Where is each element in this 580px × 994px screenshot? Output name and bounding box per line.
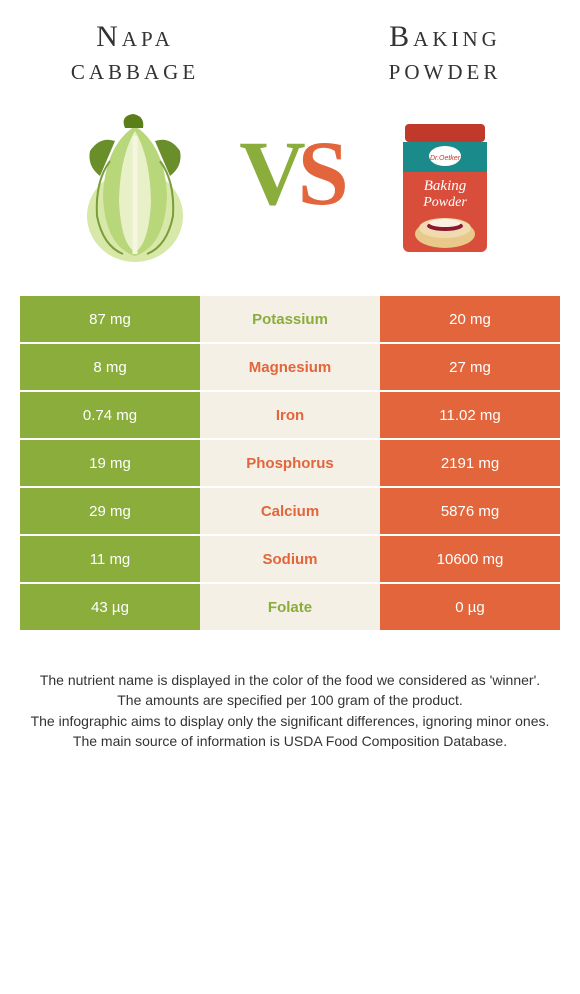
- nutrient-row: 11 mgSodium10600 mg: [20, 536, 560, 582]
- vs-s: S: [298, 122, 341, 224]
- vs-v: V: [239, 122, 297, 224]
- svg-text:Baking: Baking: [424, 178, 467, 194]
- nutrient-name: Magnesium: [200, 344, 380, 390]
- nutrient-row: 8 mgMagnesium27 mg: [20, 344, 560, 390]
- right-food-image: Dr.Oetker Baking Powder: [340, 96, 550, 276]
- right-food-column: Baking powder Dr.Oetker Baking Powder: [340, 20, 550, 276]
- nutrient-name: Sodium: [200, 536, 380, 582]
- vs-label: VS: [240, 120, 340, 226]
- left-food-image: [30, 96, 240, 276]
- left-title-line2: cabbage: [71, 53, 199, 86]
- nutrient-right-value: 0 µg: [380, 584, 560, 630]
- nutrient-left-value: 19 mg: [20, 440, 200, 486]
- left-title-line1: Napa: [96, 20, 174, 53]
- right-title-line1: Baking: [389, 20, 501, 53]
- svg-text:Powder: Powder: [422, 195, 467, 210]
- nutrient-row: 87 mgPotassium20 mg: [20, 296, 560, 342]
- nutrient-left-value: 43 µg: [20, 584, 200, 630]
- left-food-title: Napa cabbage: [30, 20, 240, 86]
- nutrient-right-value: 27 mg: [380, 344, 560, 390]
- cabbage-icon: [65, 106, 205, 266]
- nutrient-row: 43 µgFolate0 µg: [20, 584, 560, 630]
- nutrient-left-value: 8 mg: [20, 344, 200, 390]
- header: Napa cabbage VS Baking powder: [0, 0, 580, 276]
- right-food-title: Baking powder: [340, 20, 550, 86]
- nutrient-left-value: 11 mg: [20, 536, 200, 582]
- nutrient-name: Phosphorus: [200, 440, 380, 486]
- right-title-line2: powder: [389, 53, 502, 86]
- baking-powder-icon: Dr.Oetker Baking Powder: [385, 106, 505, 266]
- nutrient-left-value: 87 mg: [20, 296, 200, 342]
- nutrient-name: Iron: [200, 392, 380, 438]
- nutrient-table: 87 mgPotassium20 mg8 mgMagnesium27 mg0.7…: [20, 296, 560, 630]
- nutrient-row: 0.74 mgIron11.02 mg: [20, 392, 560, 438]
- left-food-column: Napa cabbage: [30, 20, 240, 276]
- nutrient-right-value: 11.02 mg: [380, 392, 560, 438]
- nutrient-right-value: 20 mg: [380, 296, 560, 342]
- footer-notes: The nutrient name is displayed in the co…: [20, 670, 560, 751]
- svg-text:Dr.Oetker: Dr.Oetker: [430, 155, 461, 162]
- footer-line: The infographic aims to display only the…: [20, 711, 560, 731]
- footer-line: The nutrient name is displayed in the co…: [20, 670, 560, 690]
- nutrient-name: Folate: [200, 584, 380, 630]
- footer-line: The main source of information is USDA F…: [20, 731, 560, 751]
- nutrient-row: 29 mgCalcium5876 mg: [20, 488, 560, 534]
- nutrient-name: Potassium: [200, 296, 380, 342]
- nutrient-right-value: 2191 mg: [380, 440, 560, 486]
- footer-line: The amounts are specified per 100 gram o…: [20, 690, 560, 710]
- nutrient-right-value: 5876 mg: [380, 488, 560, 534]
- nutrient-row: 19 mgPhosphorus2191 mg: [20, 440, 560, 486]
- nutrient-name: Calcium: [200, 488, 380, 534]
- nutrient-left-value: 0.74 mg: [20, 392, 200, 438]
- nutrient-left-value: 29 mg: [20, 488, 200, 534]
- nutrient-right-value: 10600 mg: [380, 536, 560, 582]
